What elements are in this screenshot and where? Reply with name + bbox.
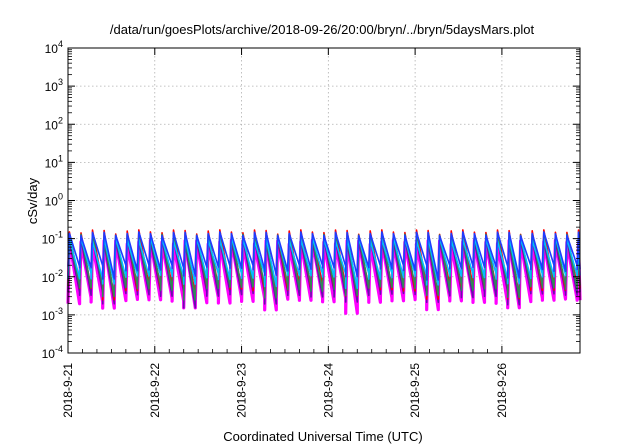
x-tick-label: 2018-9-21 xyxy=(61,363,75,418)
chart-title: /data/run/goesPlots/archive/2018-09-26/2… xyxy=(110,22,535,37)
y-tick-label: 104 xyxy=(45,39,63,56)
y-axis-label: cSv/day xyxy=(25,177,40,224)
grid xyxy=(68,48,580,353)
series-layer xyxy=(66,229,582,315)
y-tick-labels: 10-4 10-3 10-2 10-1 100 101 102 103 104 xyxy=(42,39,63,361)
y-tick-label: 10-4 xyxy=(42,344,63,361)
x-tick-labels: 2018-9-21 2018-9-22 2018-9-23 2018-9-24 2018… xyxy=(61,363,509,418)
x-tick-label: 2018-9-25 xyxy=(408,363,422,418)
y-tick-label: 10-2 xyxy=(42,268,63,285)
x-tick-label: 2018-9-24 xyxy=(321,363,335,418)
x-tick-label: 2018-9-22 xyxy=(148,363,162,418)
y-tick-label: 10-1 xyxy=(42,230,63,247)
x-tick-label: 2018-9-26 xyxy=(495,363,509,418)
y-tick-label: 102 xyxy=(45,115,63,132)
ticks xyxy=(67,47,580,354)
x-axis-label: Coordinated Universal Time (UTC) xyxy=(223,429,422,444)
series-line-5 xyxy=(67,231,581,281)
y-tick-label: 101 xyxy=(45,153,63,170)
y-tick-label: 10-3 xyxy=(42,306,63,323)
x-tick-label: 2018-9-23 xyxy=(235,363,249,418)
y-tick-label: 103 xyxy=(45,77,63,94)
y-tick-label: 100 xyxy=(45,192,63,209)
